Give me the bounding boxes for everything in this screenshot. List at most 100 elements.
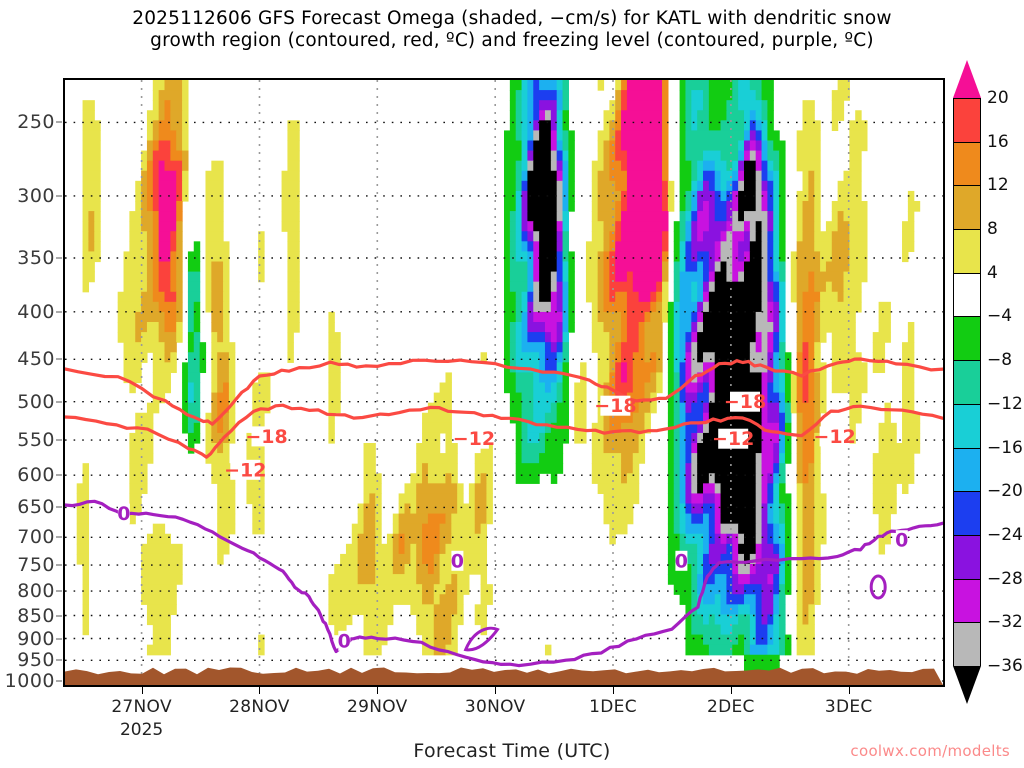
y-axis-tick-label: 550 <box>17 429 55 452</box>
y-axis-tick-mark <box>56 311 62 313</box>
colorbar-swatch <box>954 142 980 187</box>
x-axis-tick-mark <box>613 687 614 694</box>
colorbar-swatch <box>954 361 980 405</box>
colorbar-over-arrow <box>953 60 981 98</box>
x-axis-tick-label: 30NOV <box>464 697 526 717</box>
y-axis-tick-mark <box>56 474 62 476</box>
y-axis-tick-mark <box>56 564 62 566</box>
y-axis-tick-label: 700 <box>17 526 55 549</box>
x-axis-tick-label: 2DEC <box>707 697 755 717</box>
y-axis: 250 300 350 400 450 500 550 600 650 700 750 800 850 9… <box>0 78 63 692</box>
x-axis: 27NOV 28NOV 29NOV 30NOV 1DEC 2DEC 3DEC 2025 <box>0 687 1024 747</box>
x-axis-tick-mark <box>730 687 732 694</box>
y-axis-tick-label: 750 <box>17 554 55 577</box>
watermark-link[interactable]: coolwx.com/modelts <box>850 742 1010 760</box>
y-axis-tick-label: 600 <box>17 464 55 487</box>
colorbar-tick-label: −12 <box>987 393 1023 414</box>
svg-text:−12: −12 <box>712 428 754 450</box>
svg-text:−18: −18 <box>724 391 766 413</box>
colorbar-swatch <box>954 186 980 231</box>
colorbar-tick-label: −8 <box>987 350 1013 371</box>
plot-area[interactable]: −18 −18 −18 −12 −12 −12 −12 0 0 0 0 0 <box>63 78 945 687</box>
x-axis-title: Forecast Time (UTC) <box>413 740 611 762</box>
colorbar-tick-label: −4 <box>987 306 1013 327</box>
colorbar-tick-label: −24 <box>987 524 1023 545</box>
colorbar-tick-label: −28 <box>987 568 1023 589</box>
terrain-layer <box>65 80 943 685</box>
y-axis-tick-label: 500 <box>17 390 55 413</box>
chart-title-line-1: 2025112606 GFS Forecast Omega (shaded, −… <box>132 8 892 29</box>
y-axis-tick-mark <box>56 536 62 538</box>
x-axis-tick-mark <box>259 687 261 694</box>
y-axis-tick-label: 350 <box>17 247 55 269</box>
chart-title-line-2: growth region (contoured, red, ºC) and f… <box>150 29 874 51</box>
x-axis-tick-mark <box>141 687 143 694</box>
x-axis-tick-mark <box>495 687 497 694</box>
colorbar-tick-label: −16 <box>987 437 1023 458</box>
x-axis-year-label: 2025 <box>119 720 164 740</box>
x-axis-tick-label: 1DEC <box>589 697 637 717</box>
y-axis-tick-label: 950 <box>17 649 55 672</box>
colorbar-swatch <box>954 535 980 580</box>
colorbar-swatch <box>954 99 980 143</box>
svg-text:−12: −12 <box>453 428 495 450</box>
svg-text:−18: −18 <box>594 395 636 417</box>
y-axis-tick-mark <box>56 121 62 123</box>
svg-text:0: 0 <box>675 550 688 572</box>
y-axis-tick-label: 250 <box>17 111 55 134</box>
y-axis-tick-label: 650 <box>17 496 55 519</box>
colorbar-swatch <box>954 273 980 318</box>
colorbar-swatch <box>954 623 980 667</box>
colorbar[interactable] <box>953 98 981 667</box>
colorbar-tick-label: 8 <box>987 219 998 240</box>
colorbar-swatch <box>954 448 980 493</box>
colorbar-swatch <box>954 317 980 362</box>
colorbar-swatch <box>954 492 980 536</box>
omega-shading-layer <box>65 80 943 685</box>
y-axis-tick-label: 400 <box>17 300 55 323</box>
svg-text:0: 0 <box>451 550 464 572</box>
y-axis-tick-mark <box>56 439 62 441</box>
y-axis-tick-mark <box>56 401 62 403</box>
y-axis-tick-mark <box>56 680 62 682</box>
chart-title: 2025112606 GFS Forecast Omega (shaded, −… <box>0 8 1024 52</box>
y-axis-tick-mark <box>56 638 62 640</box>
svg-text:−12: −12 <box>224 459 266 481</box>
y-axis-tick-label: 1000 <box>4 669 55 692</box>
colorbar-tick-label: −20 <box>987 481 1023 502</box>
svg-text:−12: −12 <box>813 426 855 448</box>
y-axis-tick-label: 300 <box>17 184 55 207</box>
x-axis-tick-label: 3DEC <box>824 697 873 717</box>
svg-text:0: 0 <box>338 630 351 652</box>
x-axis-tick-mark <box>377 687 379 694</box>
y-axis-tick-label: 900 <box>17 627 55 650</box>
colorbar-tick-label: 4 <box>987 262 998 283</box>
x-axis-tick-label: 29NOV <box>347 697 408 717</box>
colorbar-tick-label: 20 <box>987 88 1009 108</box>
y-axis-tick-label: 450 <box>17 348 55 371</box>
y-axis-tick-label: 800 <box>17 580 55 603</box>
svg-text:0: 0 <box>117 503 130 525</box>
contours-layer: −18 −18 −18 −12 −12 −12 −12 0 0 0 0 0 <box>65 80 943 685</box>
y-axis-tick-mark <box>56 590 62 592</box>
colorbar-tick-label: −36 <box>987 656 1023 676</box>
y-axis-tick-mark <box>56 659 62 661</box>
svg-text:−18: −18 <box>245 426 287 448</box>
y-axis-tick-mark <box>56 195 62 197</box>
colorbar-swatch <box>954 579 980 624</box>
colorbar-tick-label: 12 <box>987 175 1009 196</box>
colorbar-tick-label: 16 <box>987 131 1009 152</box>
x-axis-tick-label: 27NOV <box>111 697 172 717</box>
y-axis-tick-mark <box>56 506 62 508</box>
svg-text:0: 0 <box>895 530 908 552</box>
y-axis-tick-mark <box>56 257 62 259</box>
colorbar-under-arrow <box>953 666 981 704</box>
colorbar-tick-label: −32 <box>987 612 1023 633</box>
colorbar-swatch <box>954 404 980 449</box>
y-axis-tick-mark <box>56 615 62 616</box>
y-axis-tick-label: 850 <box>17 604 55 627</box>
colorbar-swatch <box>954 230 980 274</box>
x-axis-tick-mark <box>848 687 850 694</box>
x-axis-tick-label: 28NOV <box>229 697 290 717</box>
y-axis-tick-mark <box>56 358 62 360</box>
